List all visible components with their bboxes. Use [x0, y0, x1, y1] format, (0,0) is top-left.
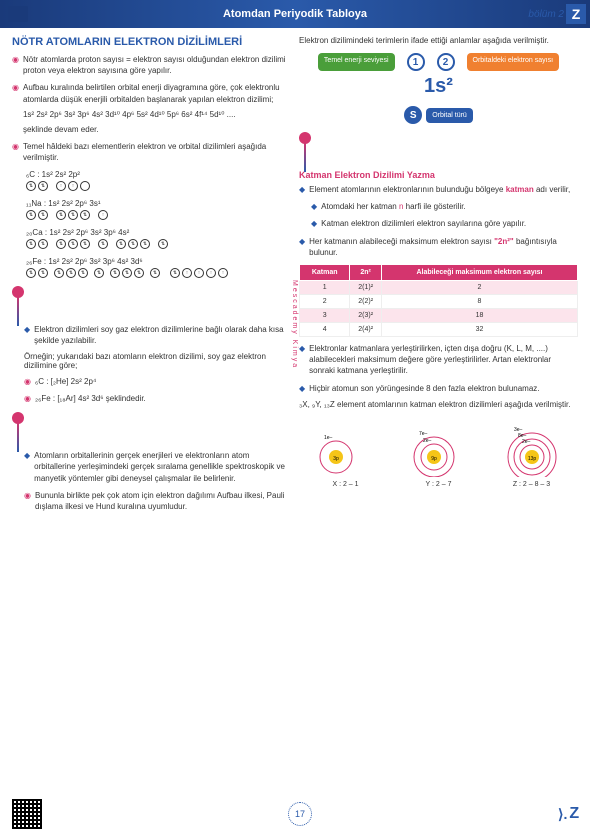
bullet: ◆Elektron dizilimleri soy gaz elektron d… — [24, 324, 291, 346]
bullet: ◉Aufbau kuralında belirtilen orbital ene… — [12, 82, 291, 135]
config-ca: ₂₀Ca : 1s² 2s² 2p⁶ 3s² 3p⁶ 4s² ⇅⇅⇅⇅⇅⇅⇅⇅⇅… — [26, 228, 291, 249]
svg-text:7e–: 7e– — [419, 431, 428, 437]
chapter-text: bölüm 2 — [528, 9, 564, 20]
bullet-icon: ◆ — [24, 324, 30, 346]
footer-logo-icon: ⟩. Z — [558, 806, 578, 822]
formula: 1s² — [299, 75, 578, 98]
config-na: ₁₁Na : 1s² 2s² 2p⁶ 3s¹ ⇅⇅⇅⇅⇅↑ — [26, 199, 291, 220]
chapter-badge: bölüm 2 Z — [528, 4, 586, 24]
num-2-icon: 2 — [437, 53, 455, 71]
config-fe: ₂₆Fe : 1s² 2s² 2p⁶ 3s² 3p⁶ 4s² 3d⁶ ⇅⇅⇅⇅⇅… — [26, 257, 291, 278]
bullet: ◆Hiçbir atomun son yörüngesinde 8 den fa… — [299, 383, 578, 394]
bullet: ◆Atomdaki her katman n harfi ile gösteri… — [311, 201, 578, 212]
header-title: Atomdan Periyodik Tabloya — [223, 8, 367, 20]
logo-icon — [8, 6, 28, 22]
atom-z: 13p3e–8e–2e– Z : 2 – 8 – 3 — [502, 417, 562, 488]
svg-text:2e–: 2e– — [522, 439, 531, 445]
pin-icon — [12, 286, 24, 298]
svg-text:1e–: 1e– — [324, 435, 333, 441]
shell-table: Katman2n²Alabileceği maksimum elektron s… — [299, 264, 578, 337]
electron-count-label: Orbitaldeki elektron sayısı — [467, 53, 560, 71]
page-header: Atomdan Periyodik Tabloya — [0, 0, 590, 28]
svg-text:9p: 9p — [431, 456, 437, 462]
bullet: ◆Elektronlar katmanlara yerleştirilirken… — [299, 343, 578, 377]
atom-diagrams: 3p1e– X : 2 – 1 9p7e–2e– Y : 2 – 7 13p3e… — [299, 417, 578, 488]
svg-text:13p: 13p — [527, 456, 536, 462]
right-column: Elektron dizilimindeki terimlerin ifade … — [299, 36, 578, 518]
config-c: ₆C : 1s² 2s² 2p² ⇅⇅↑↑ — [26, 170, 291, 191]
energy-label: Temel enerji seviyesi — [318, 53, 395, 71]
bullet: ◉Nötr atomlarda proton sayısı = elektron… — [12, 54, 291, 76]
footer: 17 ⟩. Z — [0, 799, 590, 829]
left-column: NÖTR ATOMLARIN ELEKTRON DİZİLİMLERİ ◉Nöt… — [12, 36, 291, 518]
z-icon: Z — [566, 4, 586, 24]
bullet: ◆Her katmanın alabileceği maksimum elekt… — [299, 236, 578, 258]
svg-text:2e–: 2e– — [423, 438, 432, 444]
orbital-type-label: Orbital türü — [426, 108, 473, 123]
bullet: ◆Katman elektron dizilimleri elektron sa… — [311, 218, 578, 229]
subsection-title: Katman Elektron Dizilimi Yazma — [299, 170, 578, 180]
bullet: ◉₂₆Fe : [₁₈Ar] 4s² 3d⁶ şeklindedir. — [24, 393, 291, 404]
svg-text:3p: 3p — [333, 456, 339, 462]
atom-x: 3p1e– X : 2 – 1 — [316, 417, 376, 488]
bullet: ◆Element atomlarının elektronlarının bul… — [299, 184, 578, 195]
section-title: NÖTR ATOMLARIN ELEKTRON DİZİLİMLERİ — [12, 36, 291, 48]
pin-icon — [299, 132, 311, 144]
qr-code-icon — [12, 799, 42, 829]
bullet: ◉Bununla birlikte pek çok atom için elek… — [24, 490, 291, 512]
content: NÖTR ATOMLARIN ELEKTRON DİZİLİMLERİ ◉Nöt… — [0, 28, 590, 526]
side-label: Mescademy Kimya — [291, 280, 298, 369]
orbital-diagram: Temel enerji seviyesi 1 2 Orbitaldeki el… — [299, 53, 578, 124]
bullet: ◉₆C : [₂He] 2s² 2p⁴ — [24, 376, 291, 387]
bullet-icon: ◉ — [12, 141, 19, 163]
bullet: ◆Atomların orbitallerinin gerçek enerjil… — [24, 450, 291, 484]
bullet-icon: ◉ — [12, 82, 19, 135]
num-1-icon: 1 — [407, 53, 425, 71]
atom-y: 9p7e–2e– Y : 2 – 7 — [409, 417, 469, 488]
bullet-icon: ◉ — [12, 54, 19, 76]
bullet: ◉Temel hâldeki bazı elementlerin elektro… — [12, 141, 291, 163]
pin-icon — [12, 412, 24, 424]
page-number: 17 — [288, 802, 312, 826]
s-icon: S — [404, 106, 422, 124]
